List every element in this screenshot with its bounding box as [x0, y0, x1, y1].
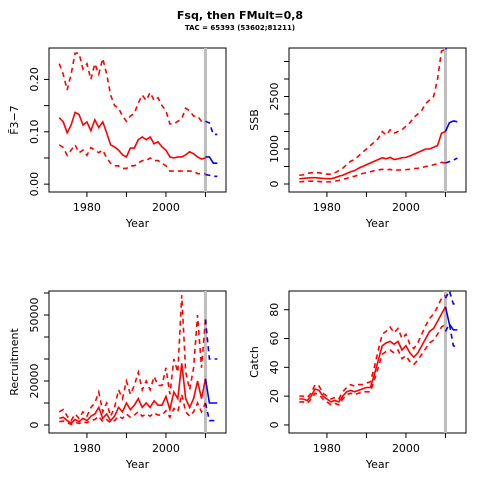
y-tick-label: 80: [268, 303, 281, 317]
y-axis-title: Catch: [248, 346, 261, 378]
series-line: [299, 294, 446, 400]
series-line: [204, 319, 218, 360]
y-tick-label: 20000: [28, 364, 41, 399]
series-line: [444, 321, 458, 348]
x-tick-label: 1980: [73, 442, 101, 455]
y-tick-label: 60: [268, 332, 281, 346]
series-line: [444, 120, 458, 132]
x-axis-title: Year: [365, 458, 390, 471]
series-line: [205, 173, 218, 178]
x-tick-label: 2000: [152, 201, 180, 214]
series-line: [58, 52, 206, 125]
plot-frame: [48, 290, 227, 434]
plot-frame: [288, 290, 467, 434]
series-line: [205, 156, 218, 164]
series-line: [299, 306, 447, 403]
y-tick-label: 0.20: [28, 67, 41, 92]
y-tick-label: 0.00: [28, 172, 41, 197]
y-tick-label: 0.10: [28, 120, 41, 145]
x-axis-title: Year: [125, 217, 150, 230]
x-tick-label: 2000: [152, 442, 180, 455]
plot-frame: [48, 47, 227, 193]
y-tick-label: 0: [268, 421, 281, 428]
x-tick-label: 1980: [313, 442, 341, 455]
y-axis-title: Recruitment: [8, 328, 21, 396]
series-line: [205, 120, 218, 136]
series-line: [58, 111, 206, 160]
y-tick-label: 0: [28, 422, 41, 429]
y-axis-title: SSB: [248, 109, 261, 131]
chart-title: Fsq, then FMult=0,8: [177, 9, 303, 22]
x-tick-label: 2000: [392, 201, 420, 214]
y-axis-title: F̄3−7: [8, 105, 21, 135]
y-tick-label: 20: [268, 389, 281, 403]
plot-frame: [288, 47, 467, 193]
series-line: [204, 402, 218, 422]
series-line: [299, 323, 446, 406]
series-line: [299, 130, 446, 180]
series-line: [204, 378, 218, 404]
x-tick-label: 1980: [73, 201, 101, 214]
x-axis-title: Year: [125, 458, 150, 471]
series-line: [444, 306, 458, 331]
series-line: [444, 48, 448, 50]
y-tick-label: 0: [268, 180, 281, 187]
series-line: [58, 143, 206, 175]
series-line: [445, 157, 458, 164]
y-tick-label: 1000: [268, 135, 281, 163]
y-tick-label: 40: [268, 360, 281, 374]
x-tick-label: 2000: [392, 442, 420, 455]
y-tick-label: 50000: [28, 297, 41, 332]
series-line: [299, 48, 446, 177]
chart-subtitle: TAC = 65393 (53602;81211): [185, 24, 295, 32]
x-tick-label: 1980: [313, 201, 341, 214]
series-line: [59, 363, 207, 425]
series-line: [444, 291, 458, 305]
y-tick-label: 2500: [268, 83, 281, 111]
series-line: [299, 161, 446, 183]
x-axis-title: Year: [365, 217, 390, 230]
series-line: [58, 295, 207, 422]
